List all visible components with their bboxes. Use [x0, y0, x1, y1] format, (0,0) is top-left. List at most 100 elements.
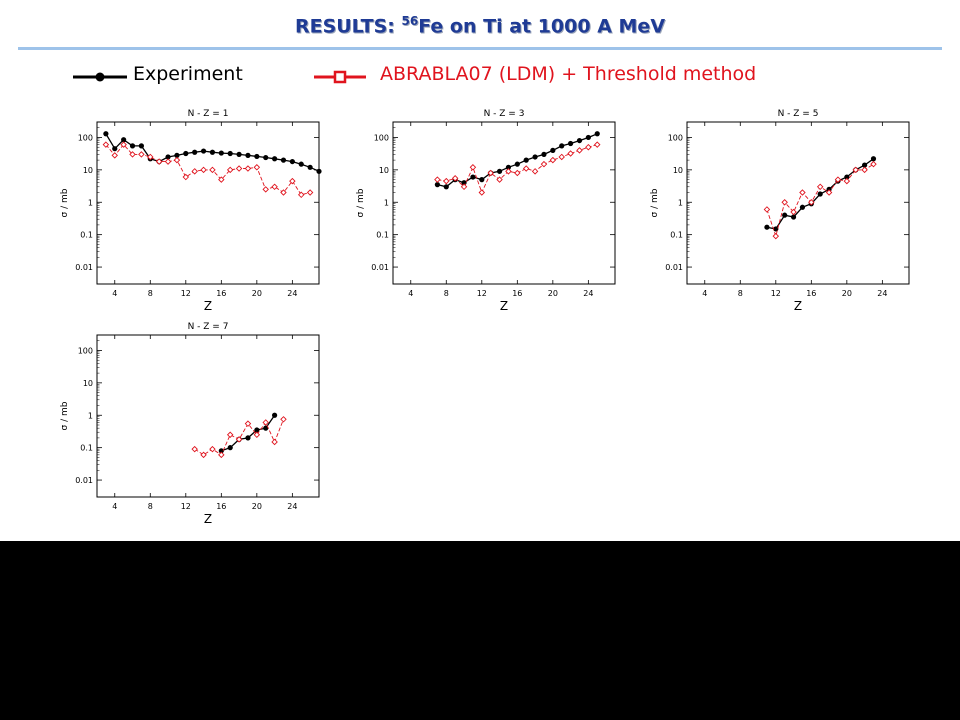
y-tick-label: 0.1 — [80, 444, 93, 453]
x-tick-label: 12 — [771, 289, 781, 298]
y-tick-label: 1 — [88, 411, 93, 420]
experiment-point — [280, 157, 287, 163]
model-point — [772, 232, 780, 240]
x-tick-label: 12 — [181, 502, 191, 511]
y-tick-label: 0.01 — [75, 263, 93, 272]
model-point — [244, 420, 252, 427]
model-point — [218, 176, 225, 183]
title-prefix: RESULTS: — [294, 15, 402, 38]
x-tick-label: 16 — [216, 502, 226, 511]
experiment-line — [437, 133, 598, 188]
panel-title: N - Z = 5 — [778, 109, 819, 119]
experiment-point — [585, 134, 591, 141]
x-tick-label: 24 — [877, 289, 887, 298]
y-axis-label: σ / mb — [356, 188, 366, 217]
y-tick-label: 100 — [668, 133, 683, 142]
experiment-point — [289, 158, 295, 165]
y-tick-label: 0.1 — [670, 231, 683, 240]
experiment-point — [568, 140, 574, 147]
y-tick-label: 0.1 — [376, 231, 389, 240]
model-point — [843, 177, 851, 185]
model-point — [102, 141, 110, 148]
y-tick-label: 1 — [384, 198, 389, 207]
x-tick-label: 16 — [806, 289, 816, 298]
experiment-point — [496, 168, 503, 174]
title-divider — [18, 47, 942, 50]
model-point — [763, 206, 771, 213]
experiment-point — [254, 427, 260, 433]
experiment-point — [138, 143, 144, 149]
x-tick-label: 20 — [252, 502, 262, 511]
slide: RESULTS: 56Fe on Ti at 1000 A MeV Experi… — [0, 0, 960, 541]
model-point — [531, 168, 539, 175]
plot-frame — [96, 334, 320, 498]
model-point — [834, 176, 842, 183]
x-tick-label: 20 — [842, 289, 852, 298]
experiment-point — [192, 149, 198, 155]
model-point — [451, 175, 459, 182]
model-point — [164, 158, 172, 165]
model-point — [816, 183, 824, 191]
experiment-point — [209, 149, 216, 155]
chart-panel-2: N - Z = 3 4 8 12 16 20 24 100 10 1 0.1 0.01 Zσ / mb — [356, 109, 616, 313]
y-tick-label: 100 — [78, 133, 93, 142]
experiment-point — [236, 151, 242, 157]
model-point — [870, 160, 877, 168]
experiment-point — [174, 152, 180, 158]
model-point — [790, 208, 797, 216]
experiment-point — [183, 150, 189, 157]
experiment-point — [227, 445, 233, 451]
experiment-point — [844, 174, 850, 180]
x-tick-label: 24 — [287, 289, 297, 298]
y-axis-label: σ / mb — [60, 188, 70, 217]
experiment-point — [218, 150, 224, 156]
model-point — [191, 168, 198, 175]
experiment-point — [790, 214, 797, 220]
experiment-point — [532, 154, 538, 160]
experiment-point — [799, 204, 806, 210]
model-point — [558, 153, 565, 161]
experiment-point — [523, 157, 529, 163]
experiment-point — [307, 164, 313, 170]
model-point — [253, 431, 261, 439]
y-tick-label: 0.01 — [665, 263, 683, 272]
model-point — [469, 164, 477, 171]
x-tick-label: 4 — [702, 289, 707, 298]
x-tick-label: 20 — [548, 289, 558, 298]
experiment-point — [103, 131, 109, 137]
x-axis-label: Z — [204, 299, 212, 313]
model-point — [226, 166, 234, 174]
experiment-point — [594, 131, 600, 137]
experiment-point — [764, 224, 770, 230]
model-point — [799, 189, 806, 196]
chart-panel-1: N - Z = 1 4 8 12 16 20 24 100 10 1 0.1 0.01 Zσ / mb — [60, 109, 322, 313]
experiment-point — [782, 212, 788, 218]
y-tick-label: 10 — [83, 166, 93, 175]
model-point — [271, 438, 278, 446]
model-point — [306, 189, 314, 196]
chart-panel-4: N - Z = 7 4 8 12 16 20 24 100 10 1 0.1 0.01 Zσ / mb — [60, 322, 320, 526]
legend-experiment-label: Experiment — [133, 63, 243, 85]
model-point — [434, 176, 441, 183]
model-point — [120, 141, 127, 148]
y-axis-label: σ / mb — [650, 188, 660, 217]
model-point — [138, 151, 145, 158]
experiment-point — [514, 161, 520, 167]
model-point — [209, 166, 216, 174]
x-tick-label: 24 — [287, 502, 297, 511]
x-tick-label: 24 — [583, 289, 593, 298]
experiment-point — [479, 177, 485, 183]
model-point — [209, 445, 216, 453]
model-point — [861, 166, 868, 174]
y-tick-label: 100 — [374, 133, 389, 142]
model-point — [549, 156, 557, 164]
legend-symbols — [73, 70, 366, 84]
model-point — [852, 166, 859, 174]
experiment-point — [272, 412, 278, 418]
model-point — [825, 189, 833, 196]
model-point — [244, 165, 252, 172]
experiment-point — [773, 226, 779, 232]
model-point — [522, 165, 530, 172]
experiment-point — [470, 174, 476, 180]
